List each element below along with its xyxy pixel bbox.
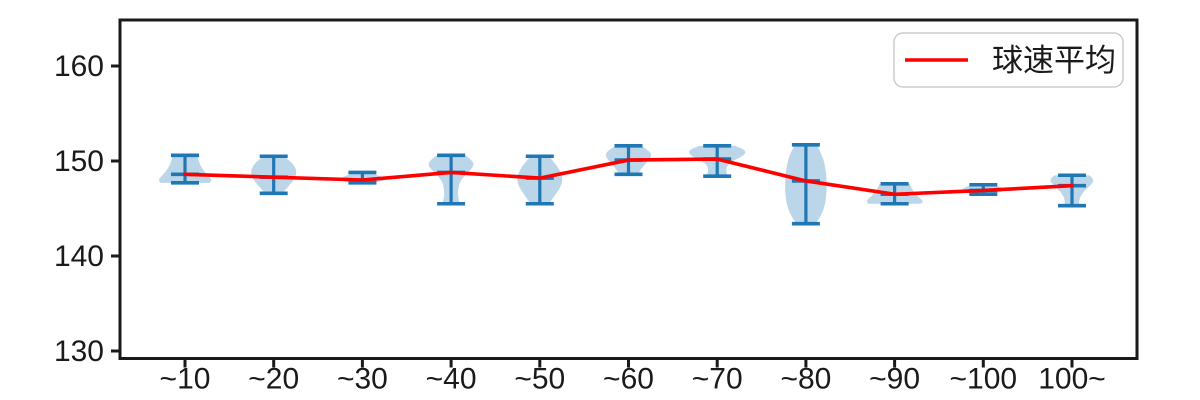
y-tick-label-130: 130 [54,335,104,368]
y-tick-label-140: 140 [54,240,104,273]
x-tick-label-~70: ~70 [692,363,743,396]
legend: 球速平均 [893,32,1124,88]
legend-label: 球速平均 [992,43,1116,78]
y-tick-label-160: 160 [54,50,104,83]
x-tick-label-~80: ~80 [780,363,831,396]
mean-line-layer [183,157,1074,197]
legend-box [893,32,1124,88]
x-tick-label-~100: ~100 [950,363,1018,396]
y-tick-label-150: 150 [54,145,104,178]
x-tick-label-~40: ~40 [426,363,477,396]
axes-layer: 130 140 150 160 ~10 ~20 ~30 ~40 ~50 ~60 ~70 ~80 ~90 ~… [54,18,1139,396]
x-tick-label-~10: ~10 [160,363,211,396]
x-tick-label-~90: ~90 [869,363,920,396]
x-tick-label-~60: ~60 [603,363,654,396]
x-tick-label-100~: 100~ [1038,363,1106,396]
x-tick-label-~20: ~20 [248,363,299,396]
mean-speed-line [183,157,1074,197]
violin-stats-layer [171,143,1086,226]
x-tick-label-~50: ~50 [514,363,565,396]
violins-layer [159,144,1094,224]
x-tick-label-~30: ~30 [337,363,388,396]
